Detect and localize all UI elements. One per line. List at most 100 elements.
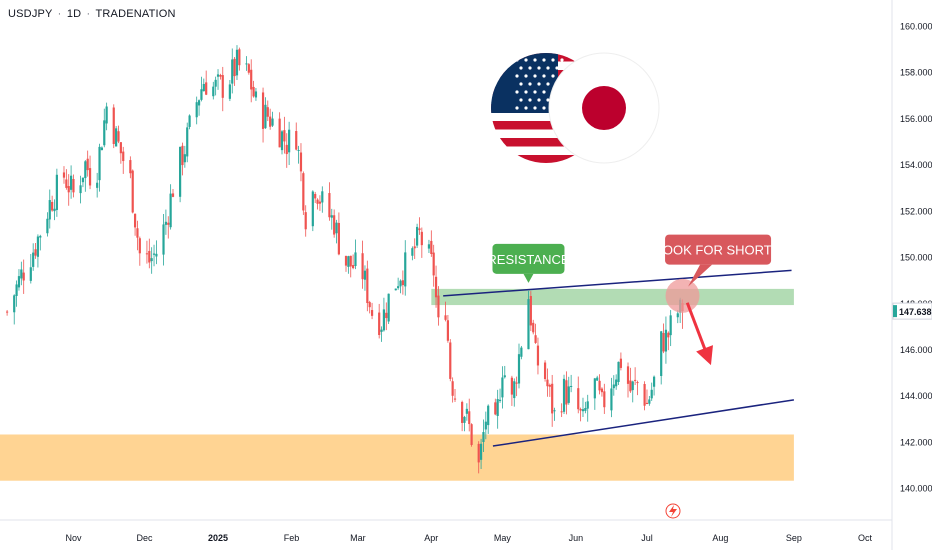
candle-body bbox=[652, 376, 656, 387]
y-tick-label: 152.000 bbox=[900, 206, 932, 216]
candle-body bbox=[515, 382, 518, 384]
x-tick-label: Jun bbox=[569, 533, 584, 543]
candle-body bbox=[399, 280, 402, 287]
candle-body bbox=[354, 252, 357, 267]
candle-body bbox=[411, 248, 414, 256]
candle-body bbox=[600, 388, 604, 393]
candle-body bbox=[188, 115, 191, 127]
candle-body bbox=[432, 252, 435, 276]
candle-body bbox=[577, 388, 580, 410]
candle-body bbox=[636, 382, 639, 384]
candle-body bbox=[150, 258, 153, 262]
candle-body bbox=[548, 384, 551, 387]
candle-body bbox=[634, 379, 637, 381]
candle-body bbox=[662, 333, 665, 352]
candle-body bbox=[55, 174, 58, 210]
candle-body bbox=[361, 253, 364, 280]
y-tick-label: 150.000 bbox=[900, 253, 932, 263]
candle-body bbox=[370, 310, 374, 316]
candle-body bbox=[103, 120, 106, 146]
candle-body bbox=[311, 191, 314, 227]
down-arrow-head bbox=[696, 345, 713, 366]
candle-body bbox=[46, 218, 49, 234]
candle-body bbox=[79, 185, 82, 194]
candle-body bbox=[603, 391, 606, 408]
candle-body bbox=[520, 347, 523, 357]
candle-body bbox=[477, 443, 480, 463]
candle-body bbox=[413, 246, 416, 249]
candle-body bbox=[453, 398, 457, 400]
candle-body bbox=[536, 345, 540, 366]
shorts-label-box[interactable] bbox=[665, 234, 772, 265]
candle-body bbox=[152, 253, 156, 255]
candle-body bbox=[363, 270, 367, 280]
lower-trendline[interactable] bbox=[492, 399, 795, 447]
candle-body bbox=[337, 222, 340, 255]
candle-body bbox=[543, 362, 547, 379]
y-tick-label: 154.000 bbox=[900, 160, 932, 170]
candle-body bbox=[427, 244, 431, 249]
candle-body bbox=[487, 405, 490, 426]
candle-body bbox=[676, 313, 679, 318]
candle-body bbox=[20, 269, 23, 279]
candle-body bbox=[231, 59, 234, 84]
x-tick-label: May bbox=[494, 533, 512, 543]
candle-body bbox=[247, 64, 250, 73]
candle-body bbox=[67, 186, 70, 193]
candle-body bbox=[527, 299, 530, 350]
candle-body bbox=[484, 421, 487, 430]
candle-body bbox=[470, 424, 473, 445]
candle-body bbox=[498, 399, 502, 402]
shorts-label-text: LOOK FOR SHORTS bbox=[656, 243, 781, 258]
candle-body bbox=[13, 295, 16, 313]
candle-body bbox=[48, 200, 51, 220]
candle-body bbox=[643, 383, 646, 406]
candle-body bbox=[145, 253, 149, 255]
candle-body bbox=[164, 221, 167, 225]
candle-body bbox=[463, 416, 466, 423]
candle-body bbox=[598, 380, 601, 391]
candle-body bbox=[233, 58, 236, 77]
candle-body bbox=[593, 378, 596, 399]
last-price-marker bbox=[893, 305, 897, 318]
candle-body bbox=[510, 377, 513, 395]
resistance-label-box[interactable] bbox=[492, 243, 565, 274]
candle-body bbox=[494, 402, 497, 415]
x-tick-label: Aug bbox=[712, 533, 728, 543]
candle-body bbox=[212, 86, 215, 97]
candle-body bbox=[278, 118, 281, 148]
candle-body bbox=[546, 379, 549, 387]
candle-body bbox=[86, 158, 89, 171]
candle-body bbox=[434, 276, 438, 298]
y-tick-label: 140.000 bbox=[900, 484, 932, 494]
y-tick-label: 142.000 bbox=[900, 437, 932, 447]
candle-body bbox=[330, 215, 333, 218]
candle-body bbox=[468, 411, 471, 425]
author-label: TRADENATION bbox=[95, 8, 176, 20]
candle-body bbox=[297, 150, 300, 152]
candle-body bbox=[565, 380, 568, 405]
candle-body bbox=[167, 222, 170, 225]
y-tick-label: 146.000 bbox=[900, 345, 932, 355]
candle-body bbox=[420, 231, 423, 246]
candle-body bbox=[133, 213, 137, 228]
upper-trendline[interactable] bbox=[443, 269, 792, 297]
candle-body bbox=[181, 145, 184, 166]
candle-body bbox=[245, 63, 248, 65]
candle-body bbox=[378, 312, 381, 335]
candle-body bbox=[84, 161, 87, 179]
candle-body bbox=[387, 293, 390, 322]
candle-body bbox=[34, 249, 37, 256]
candle-body bbox=[596, 377, 599, 381]
candle-body bbox=[122, 151, 125, 162]
candle-body bbox=[626, 366, 630, 384]
candle-body bbox=[69, 175, 73, 190]
candle-body bbox=[570, 385, 573, 387]
candle-body bbox=[162, 224, 165, 255]
candle-body bbox=[479, 443, 483, 460]
candle-body bbox=[368, 302, 371, 308]
candle-body bbox=[349, 255, 352, 267]
candle-body bbox=[380, 329, 383, 332]
candle-body bbox=[567, 386, 570, 403]
